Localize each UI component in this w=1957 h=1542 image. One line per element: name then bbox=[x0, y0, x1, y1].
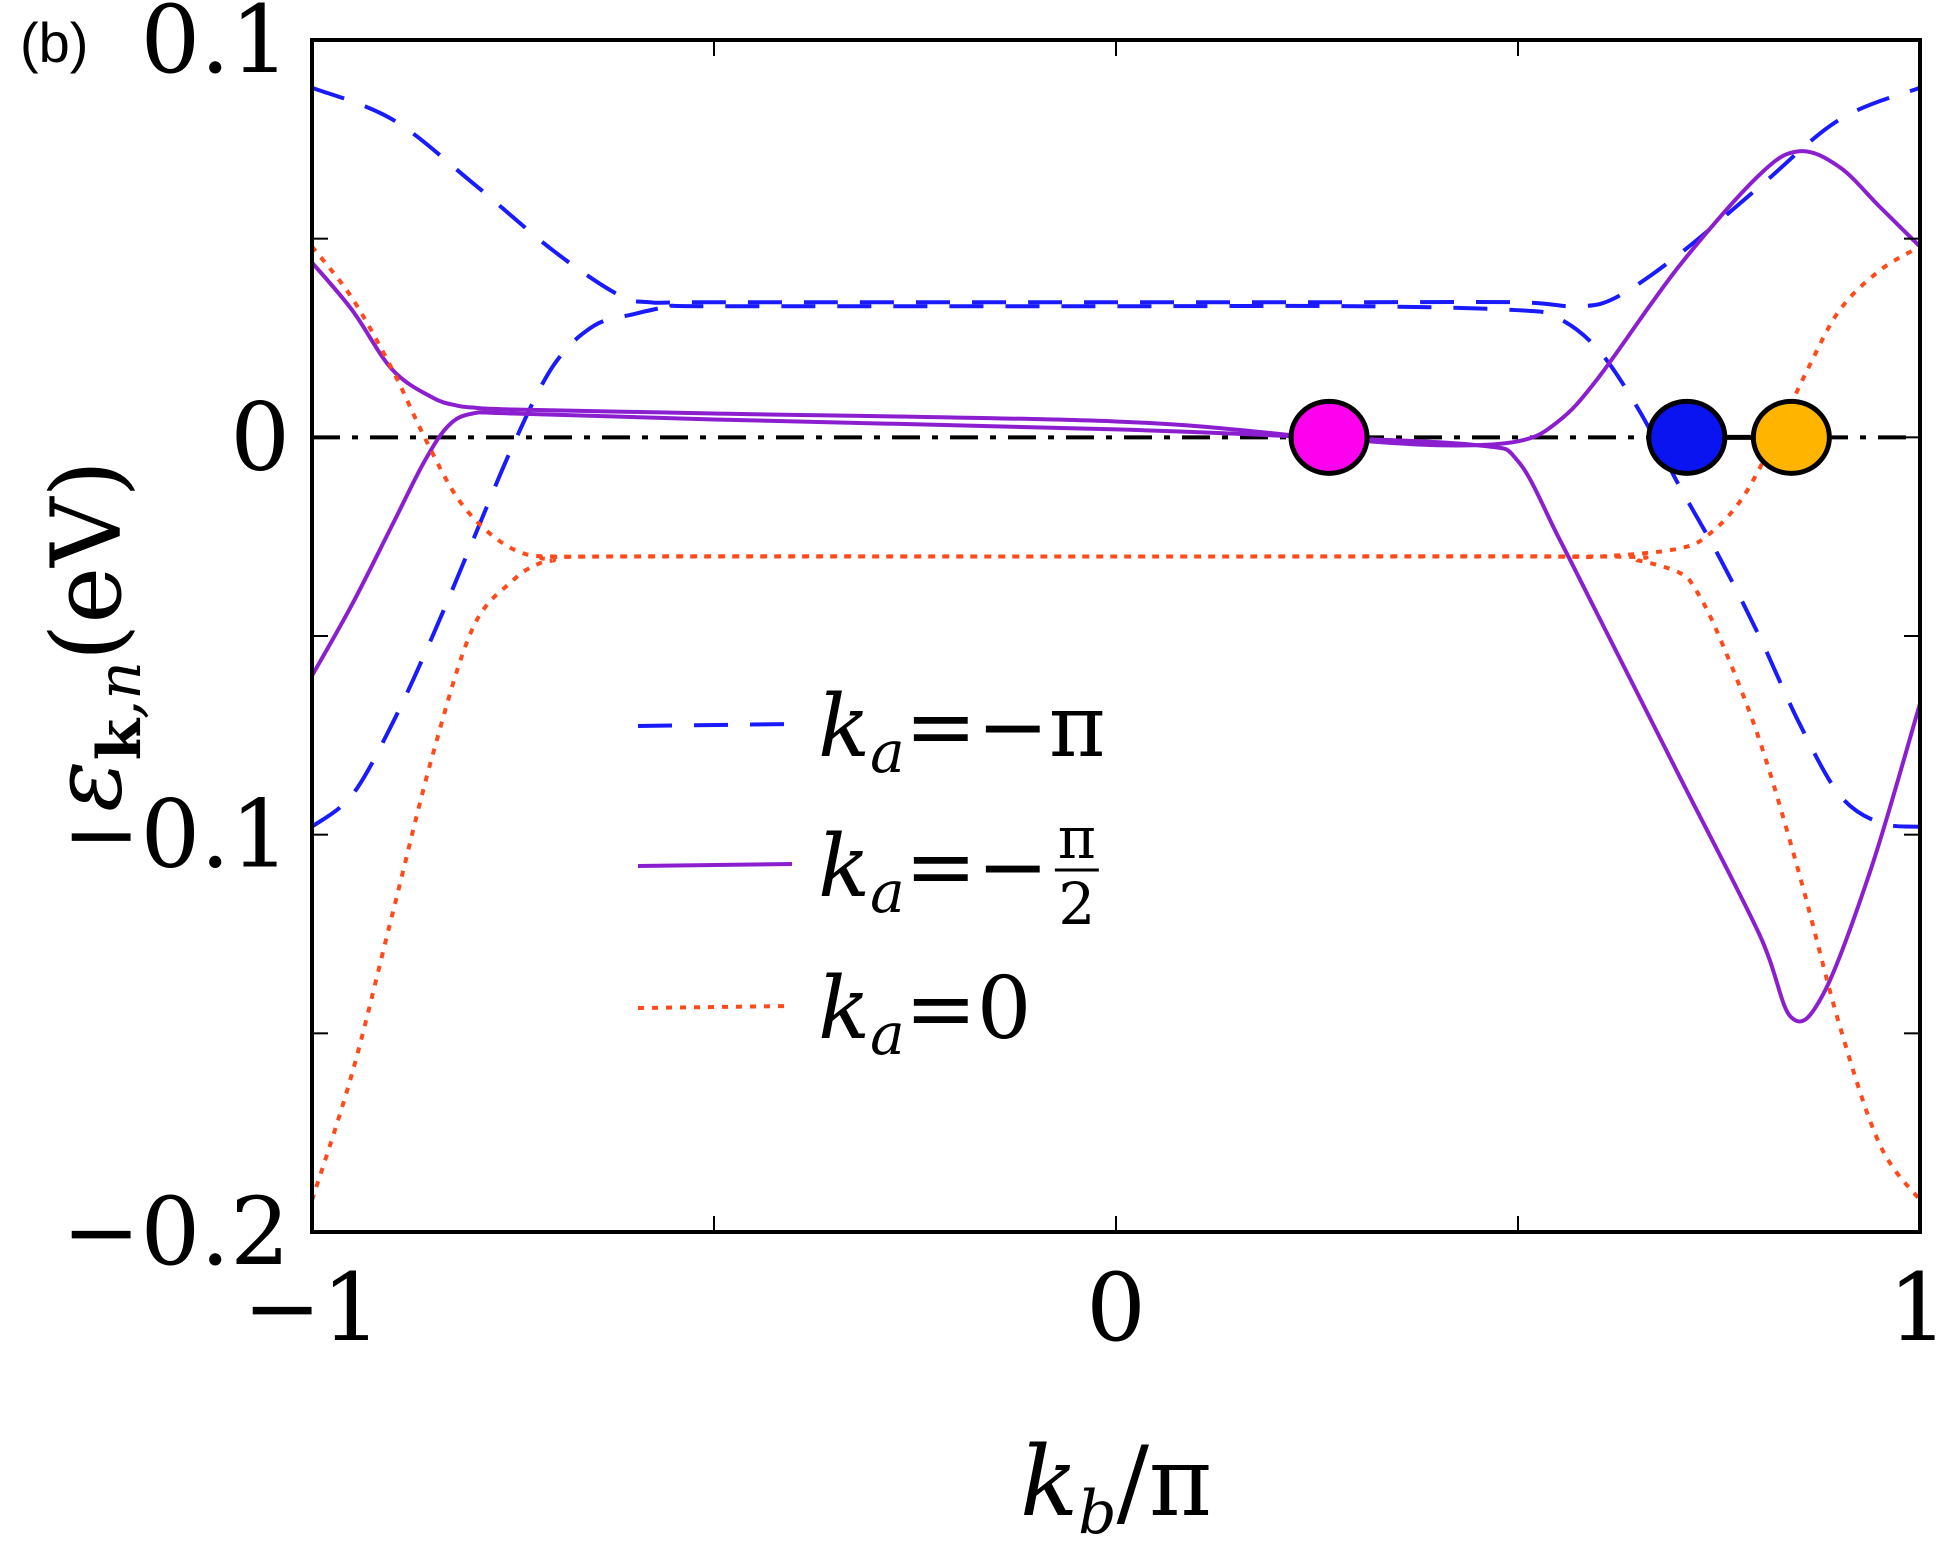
series-0-band-0 bbox=[312, 85, 1920, 309]
x-tick-label-2: 0 bbox=[1086, 1254, 1146, 1363]
x-axis-label: kb/π bbox=[1020, 1426, 1212, 1542]
legend-swatch-1 bbox=[637, 862, 793, 868]
legend-label-1: ka=− bbox=[818, 817, 1049, 926]
marker-point-1 bbox=[1646, 398, 1728, 476]
marker-point-2 bbox=[1750, 398, 1832, 476]
legend-frac-num-1: π bbox=[1058, 804, 1096, 872]
y-axis-label-eps: ε bbox=[31, 760, 143, 812]
x-axis-label-rest: /π bbox=[1117, 1426, 1212, 1538]
x-axis-label-sub: b bbox=[1078, 1478, 1116, 1542]
plot-area bbox=[310, 38, 1922, 1234]
y-tick-label-0: −0.2 bbox=[62, 1178, 290, 1287]
y-axis-label-unit: (eV) bbox=[31, 460, 143, 661]
series-1-band-1 bbox=[312, 410, 1920, 1024]
x-tick-labels: −1 0 1 bbox=[243, 1254, 1948, 1363]
y-axis-label-sub2: ,n bbox=[85, 661, 155, 719]
legend-swatch-0 bbox=[637, 722, 793, 728]
y-tick-labels: −0.2 −0.1 0 0.1 bbox=[62, 0, 290, 1287]
y-tick-label-6: 0.1 bbox=[141, 0, 291, 95]
x-axis-label-k: k bbox=[1020, 1426, 1078, 1538]
x-tick-label-4: 1 bbox=[1888, 1254, 1948, 1363]
legend-frac-den-1: 2 bbox=[1058, 870, 1095, 938]
y-axis-label: εk,n(eV) bbox=[31, 460, 155, 812]
y-tick-label-4: 0 bbox=[230, 383, 290, 492]
marker-layer bbox=[1288, 398, 1832, 476]
marker-point-0 bbox=[1288, 398, 1370, 476]
x-tick-label-0: −1 bbox=[243, 1254, 382, 1363]
svg-text:εk,n(eV): εk,n(eV) bbox=[31, 460, 155, 812]
panel-label: (b) bbox=[20, 11, 88, 74]
legend-label-2: ka=0 bbox=[818, 959, 1032, 1068]
tick-layer bbox=[311, 39, 1921, 1233]
series-0-band-1 bbox=[312, 303, 1920, 829]
y-tick-label-2: −0.1 bbox=[62, 781, 290, 890]
legend-swatch-2 bbox=[637, 1004, 793, 1010]
legend-label-0: ka=−π bbox=[818, 677, 1105, 786]
y-axis-label-sub: k bbox=[85, 717, 155, 760]
